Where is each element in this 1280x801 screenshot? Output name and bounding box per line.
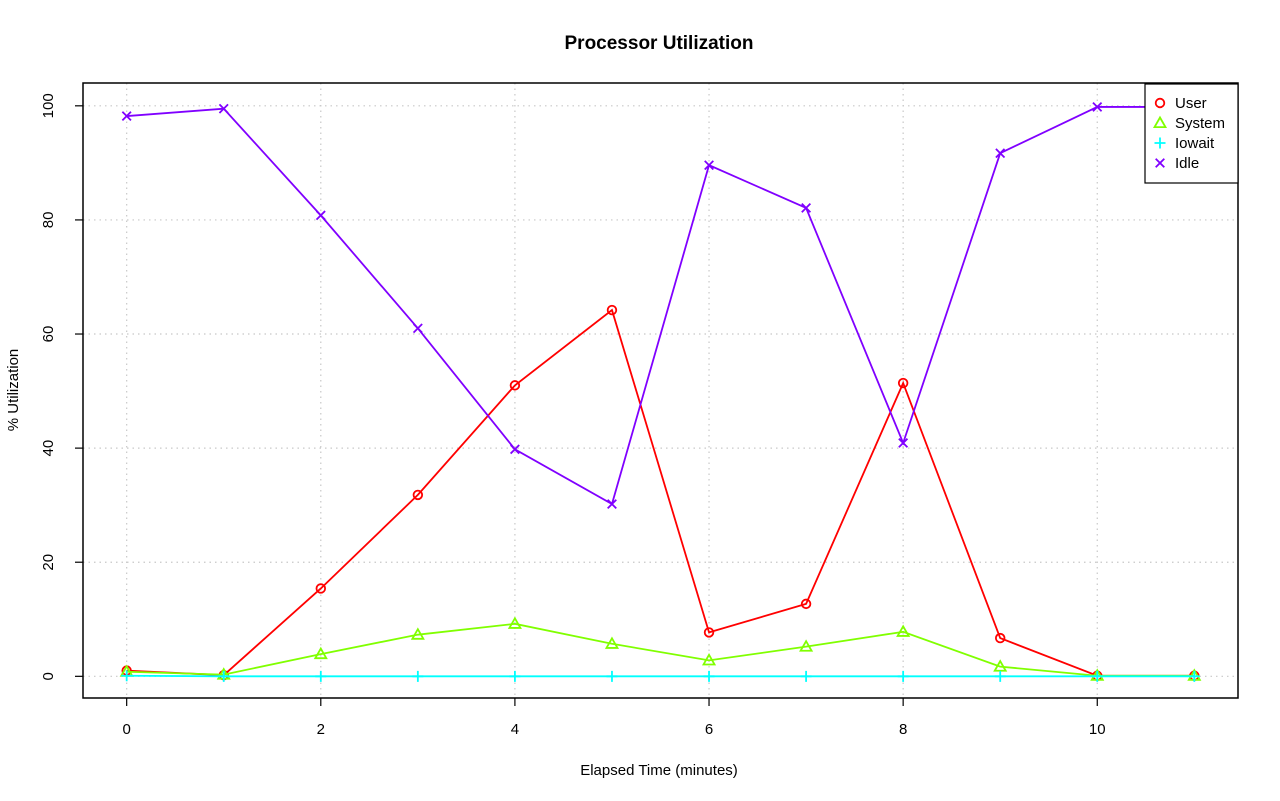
- series-line-user: [126, 308, 1195, 677]
- data-point-idle: [509, 444, 520, 455]
- data-point-idle: [801, 203, 812, 213]
- series-idle: [121, 102, 1200, 509]
- legend-marker-iowait: [1154, 137, 1166, 149]
- data-point-idle: [121, 111, 132, 122]
- data-point-iowait: [1188, 670, 1200, 682]
- data-point-idle: [412, 323, 423, 334]
- y-tick-label: 20: [40, 554, 57, 571]
- data-point-iowait: [606, 670, 618, 682]
- data-point-idle: [218, 103, 229, 114]
- y-tick-label: 100: [40, 93, 57, 118]
- data-point-user: [703, 627, 715, 638]
- series-iowait: [121, 670, 1200, 682]
- legend-marker-user: [1154, 97, 1166, 109]
- data-point-iowait: [509, 670, 521, 682]
- data-point-system: [799, 639, 814, 652]
- data-point-idle: [995, 148, 1006, 159]
- series-line-system: [126, 622, 1195, 677]
- data-point-iowait: [994, 670, 1006, 682]
- data-point-iowait: [218, 670, 230, 682]
- data-point-system: [701, 653, 717, 666]
- data-point-iowait: [315, 670, 327, 682]
- data-point-user: [897, 377, 909, 389]
- y-tick-label: 60: [40, 326, 57, 343]
- data-point-idle: [607, 499, 617, 509]
- data-point-user: [800, 598, 812, 610]
- data-point-idle: [898, 438, 909, 448]
- legend-label-iowait: Iowait: [1175, 135, 1215, 152]
- data-point-idle: [315, 210, 326, 221]
- y-axis-label: % Utilization: [5, 349, 22, 432]
- data-point-iowait: [703, 670, 715, 682]
- data-point-system: [507, 616, 522, 629]
- legend: User System Iowait Idle: [1144, 83, 1239, 184]
- data-point-user: [606, 304, 618, 316]
- x-tick-label: 8: [899, 721, 907, 738]
- data-point-system: [313, 646, 328, 660]
- series-layer: [119, 102, 1202, 682]
- data-point-iowait: [1091, 670, 1103, 682]
- data-point-user: [412, 489, 424, 501]
- x-tick-label: 10: [1089, 721, 1106, 738]
- data-point-iowait: [897, 670, 909, 682]
- legend-box: [1144, 83, 1239, 184]
- legend-marker-system: [1152, 115, 1168, 129]
- x-tick-label: 4: [511, 721, 519, 738]
- x-tick-label: 2: [317, 721, 325, 738]
- legend-label-user: User: [1175, 95, 1207, 112]
- chart-title: Processor Utilization: [565, 33, 754, 54]
- y-tick-label: 0: [40, 672, 57, 680]
- x-tick-label: 0: [123, 721, 131, 738]
- data-point-iowait: [412, 670, 424, 682]
- x-tick-label: 6: [705, 721, 713, 738]
- legend-marker-idle: [1155, 158, 1165, 168]
- data-point-system: [604, 636, 620, 649]
- data-point-iowait: [800, 670, 812, 682]
- data-point-system: [896, 624, 911, 637]
- x-axis-label: Elapsed Time (minutes): [580, 762, 738, 779]
- data-point-user: [995, 632, 1006, 644]
- data-point-idle: [1092, 102, 1103, 112]
- y-tick-label: 80: [40, 212, 57, 229]
- data-point-system: [410, 627, 425, 640]
- data-point-idle: [704, 160, 714, 171]
- data-point-user: [509, 380, 521, 391]
- data-point-iowait: [121, 670, 133, 682]
- series-line-idle: [126, 106, 1195, 506]
- data-point-user: [315, 583, 326, 594]
- data-point-system: [993, 659, 1008, 672]
- series-line-iowait: [126, 674, 1195, 678]
- legend-label-system: System: [1175, 115, 1225, 132]
- y-tick-label: 40: [40, 440, 57, 457]
- legend-label-idle: Idle: [1175, 155, 1199, 172]
